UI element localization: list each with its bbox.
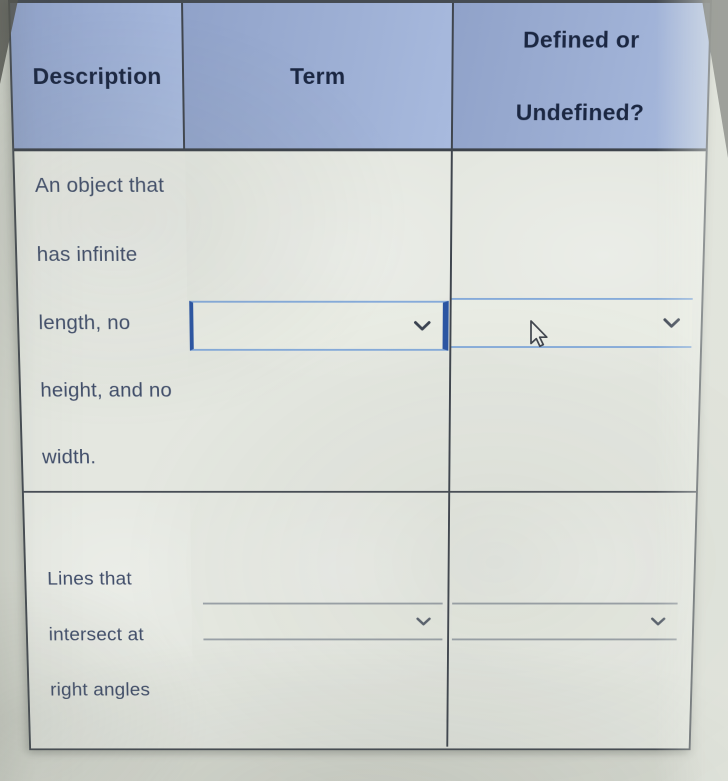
row1-defined-select[interactable] <box>451 297 693 348</box>
description-text-line: height, and no <box>40 379 173 402</box>
definitions-table: Description Term Defined or Undefined? A… <box>8 0 712 751</box>
chevron-down-icon <box>416 617 431 626</box>
row1-defined-cell <box>450 151 706 493</box>
column-header-label: Term <box>289 63 346 89</box>
description-text-line: width. <box>41 446 97 468</box>
column-header-label-line2: Undefined? <box>515 99 645 126</box>
row1-term-cell <box>185 151 453 493</box>
column-header-label: Description <box>32 63 162 89</box>
row1-term-select[interactable] <box>189 300 449 351</box>
chevron-down-icon <box>413 321 431 331</box>
description-text-line: length, no <box>38 312 131 334</box>
column-header-label-line1: Defined or <box>522 26 640 53</box>
description-text-line: Lines that <box>47 569 133 590</box>
column-header-defined-or-undefined: Defined or Undefined? <box>452 2 710 152</box>
row2-description-cell: Lines that intersect at right angles <box>23 492 194 747</box>
chevron-down-icon <box>650 617 665 626</box>
row2-term-select[interactable] <box>202 602 443 641</box>
row2-term-cell <box>189 492 451 747</box>
row2-defined-cell <box>448 492 696 747</box>
description-text-line: intersect at <box>48 625 145 645</box>
column-header-term: Term <box>183 2 454 152</box>
chevron-down-icon <box>663 318 681 328</box>
description-text-line: has infinite <box>36 243 138 266</box>
column-header-description: Description <box>10 2 186 152</box>
row1-description-cell: An object that has infinite length, no h… <box>14 151 190 493</box>
row2-defined-select[interactable] <box>451 602 678 641</box>
description-text-line: right angles <box>49 680 151 700</box>
description-text-line: An object that <box>34 174 165 197</box>
